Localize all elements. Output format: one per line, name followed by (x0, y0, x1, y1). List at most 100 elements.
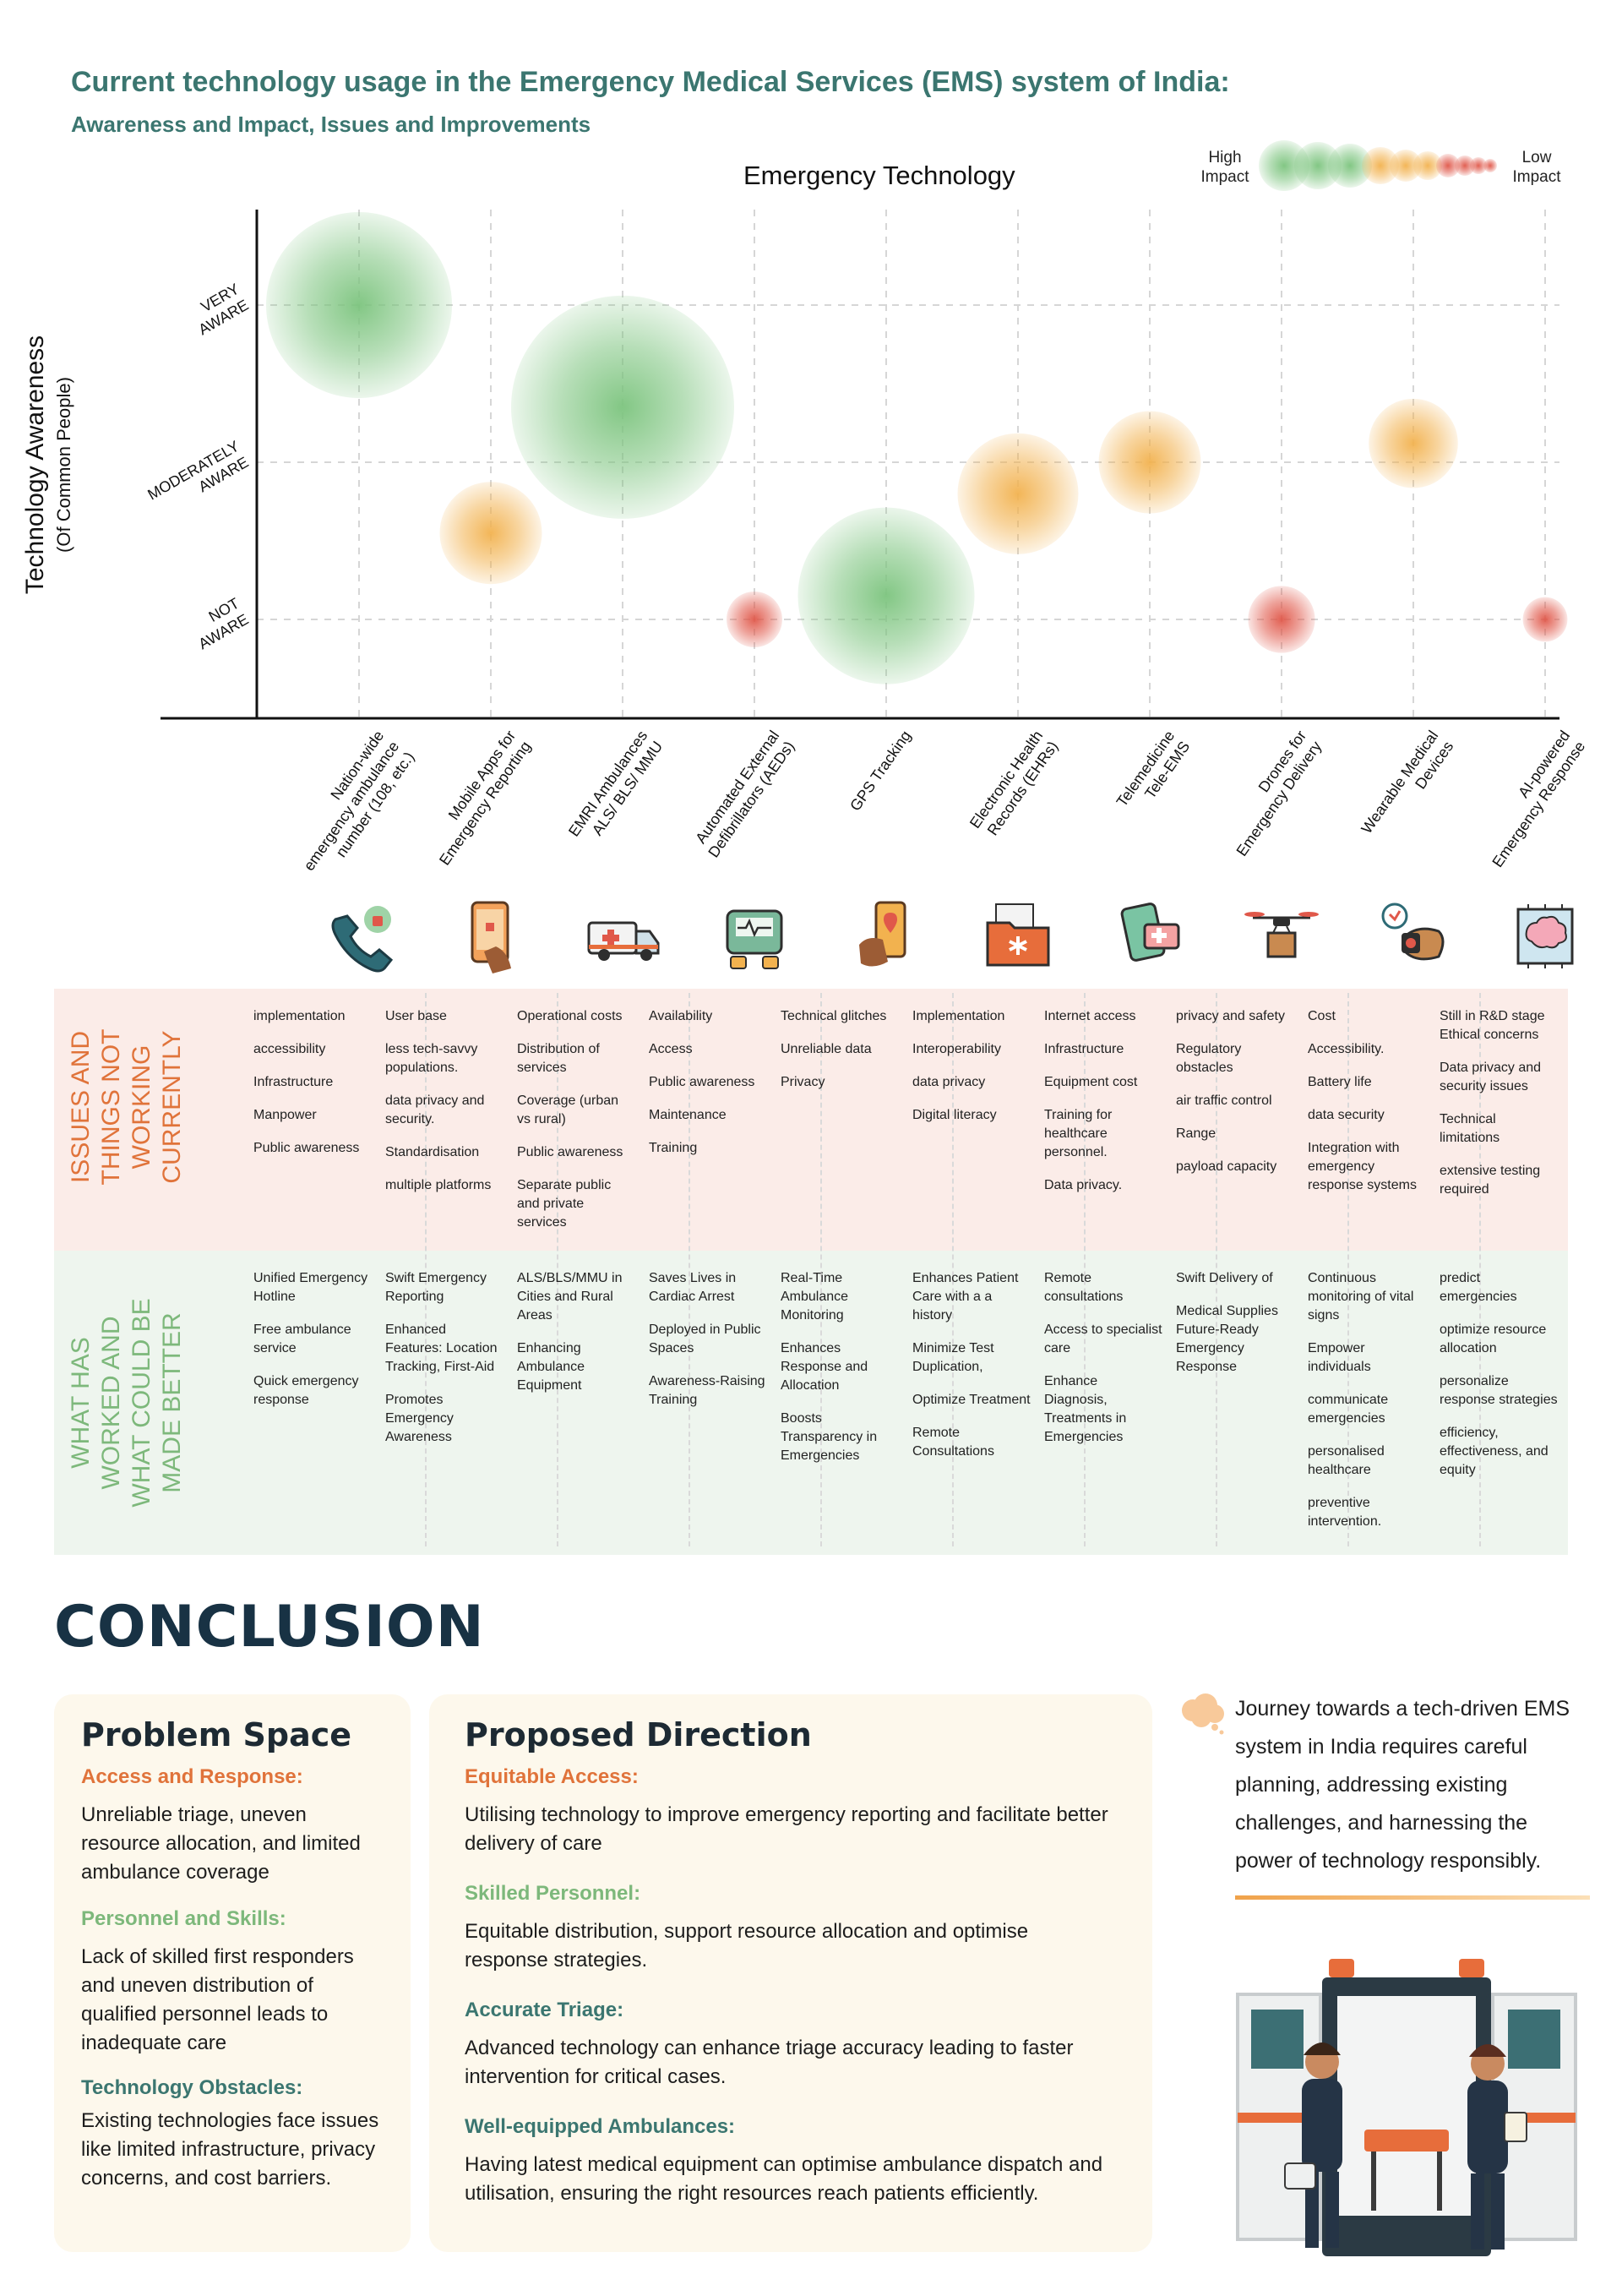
issue-item: Implementation (912, 1009, 1005, 1023)
worked-item: Enhance Diagnosis, Treatments in Emergen… (1044, 1374, 1127, 1444)
y-axis-title: Technology Awareness (Of Common People) (21, 321, 97, 608)
worked-item: Quick emergency response (253, 1374, 359, 1407)
worked-item: Unified Emergency Hotline (253, 1271, 368, 1304)
column-divider (425, 993, 427, 1546)
worked-item: Optimize Treatment (912, 1393, 1031, 1407)
direction-heading-personnel: Skilled Personnel: (465, 1882, 641, 1905)
direction-text-ambulances: Having latest medical equipment can opti… (465, 2153, 1103, 2205)
column-divider (952, 993, 954, 1546)
issue-item: Internet access (1044, 1009, 1136, 1023)
worked-item: Deployed in Public Spaces (649, 1323, 761, 1355)
issue-item: Standardisation (385, 1145, 480, 1159)
bubble (957, 433, 1079, 554)
issue-column: implementation accessibility Infrastructur… (253, 1007, 372, 1172)
drone-icon (1239, 894, 1324, 983)
legend-low-label: Low Impact (1512, 149, 1561, 186)
icon-cell (691, 879, 818, 997)
worked-item: Remote Consultations (912, 1426, 994, 1459)
bubble (1522, 597, 1568, 642)
worked-item: Empower individuals (1308, 1341, 1371, 1374)
page-subtitle: Awareness and Impact, Issues and Improve… (71, 112, 591, 137)
bubble (727, 592, 782, 647)
issue-item: Public awareness (649, 1075, 755, 1089)
worked-column: Saves Lives in Cardiac Arrest Deployed in… (649, 1269, 767, 1424)
worked-column: Swift Delivery of Medical Supplies Future… (1176, 1269, 1294, 1391)
issue-item: Integration with emergency response syst… (1308, 1141, 1417, 1192)
issue-column: Operational costs Distribution of service… (517, 1007, 635, 1246)
smartwatch-icon (1371, 894, 1456, 983)
worked-item: optimize resource allocation (1440, 1323, 1547, 1355)
ai-brain-icon (1503, 894, 1587, 983)
x-tick-label: GPS Tracking (846, 728, 914, 814)
issue-item: Operational costs (517, 1009, 623, 1023)
bubble (797, 507, 975, 684)
thought-cloud-icon (1182, 1693, 1224, 1735)
legend-dot (1328, 144, 1372, 188)
telemedicine-icon (1108, 894, 1192, 983)
icon-cell (955, 879, 1081, 997)
issue-item: Training (649, 1141, 698, 1155)
problem-text-technology: Existing technologies face issues like l… (81, 2109, 379, 2190)
icon-cell (823, 879, 950, 997)
worked-column: Continuous monitoring of vital signs Empo… (1308, 1269, 1426, 1546)
issue-item: Technical limitations (1440, 1112, 1500, 1145)
icon-cell (559, 879, 686, 997)
issue-item: User base (385, 1009, 447, 1023)
issue-column: Availability Access Public awareness Mainte… (649, 1007, 767, 1172)
worked-item: Access to specialist care (1044, 1323, 1162, 1355)
issue-item: data privacy (912, 1075, 986, 1089)
bubble (266, 212, 452, 398)
direction-heading-triage: Accurate Triage: (465, 1999, 624, 2021)
issue-item: extensive testing required (1440, 1164, 1541, 1197)
journey-underline (1235, 1895, 1590, 1900)
worked-item: Enhancing Ambulance Equipment (517, 1341, 585, 1393)
problem-text-access: Unreliable triage, uneven resource alloc… (81, 1803, 361, 1884)
chart-title: Emergency Technology (743, 161, 1015, 190)
issue-item: Equipment cost (1044, 1075, 1138, 1089)
issue-item: multiple platforms (385, 1178, 492, 1192)
bubble-chart: NOTAWARE MODERATELYAWARE VERYAWARE Nation-… (144, 140, 1588, 874)
problem-space-title: Problem Space (81, 1716, 352, 1753)
issue-item: Regulatory obstacles (1176, 1042, 1242, 1075)
y-tick-label: NOTAWARE (186, 595, 251, 653)
icon-cell (427, 879, 554, 997)
problem-heading-personnel: Personnel and Skills: (81, 1907, 286, 1930)
icon-cell (1350, 879, 1477, 997)
y-axis-sublabel: (Of Common People) (53, 377, 74, 553)
issue-item: privacy and safety (1176, 1009, 1285, 1023)
worked-band (54, 1251, 1568, 1555)
column-divider (1084, 993, 1086, 1546)
x-tick-label: Mobile Apps forEmergency Reporting (421, 728, 534, 869)
icon-cell (1086, 879, 1213, 997)
direction-heading-ambulances: Well-equipped Ambulances: (465, 2115, 736, 2138)
issue-column: Internet access Infrastructure Equipment c… (1044, 1007, 1162, 1209)
column-divider (557, 993, 558, 1546)
issue-column: privacy and safety Regulatory obstacles ai… (1176, 1007, 1294, 1191)
problem-heading-access: Access and Response: (81, 1765, 303, 1788)
issue-item: Accessibility. (1308, 1042, 1385, 1056)
issue-item: Coverage (urban vs rural) (517, 1093, 619, 1126)
worked-item: ALS/BLS/MMU in Cities and Rural Areas (517, 1271, 623, 1323)
worked-item: Boosts Transparency in Emergencies (781, 1411, 878, 1463)
legend-dot (1390, 150, 1422, 182)
legend-dot (1483, 159, 1497, 172)
problem-space-card: Problem Space Access and Response: Unrel… (54, 1694, 411, 2252)
x-tick-label: Drones forEmergency Delivery (1218, 728, 1325, 859)
problem-heading-technology: Technology Obstacles: (81, 2076, 303, 2099)
defibrillator-icon (712, 894, 797, 983)
issue-item: Data privacy and security issues (1440, 1061, 1542, 1093)
legend-dot (1259, 140, 1309, 191)
worked-item: personalised healthcare (1308, 1444, 1385, 1477)
issue-item: Data privacy. (1044, 1178, 1123, 1192)
y-tick-label: MODERATELYAWARE (144, 438, 251, 520)
worked-column: Real-Time Ambulance Monitoring Enhances R… (781, 1269, 899, 1480)
icon-cell (1482, 879, 1608, 997)
issue-item: Access (649, 1042, 693, 1056)
issue-item: data privacy and security. (385, 1093, 485, 1126)
legend-dot (1294, 142, 1342, 189)
issue-item: Interoperability (912, 1042, 1001, 1056)
y-tick-label: VERYAWARE (186, 281, 251, 339)
issue-item: Cost (1308, 1009, 1336, 1023)
worked-column: Enhances Patient Care with a a history Mi… (912, 1269, 1031, 1475)
issue-column: User base less tech-savvy populations. dat… (385, 1007, 503, 1209)
